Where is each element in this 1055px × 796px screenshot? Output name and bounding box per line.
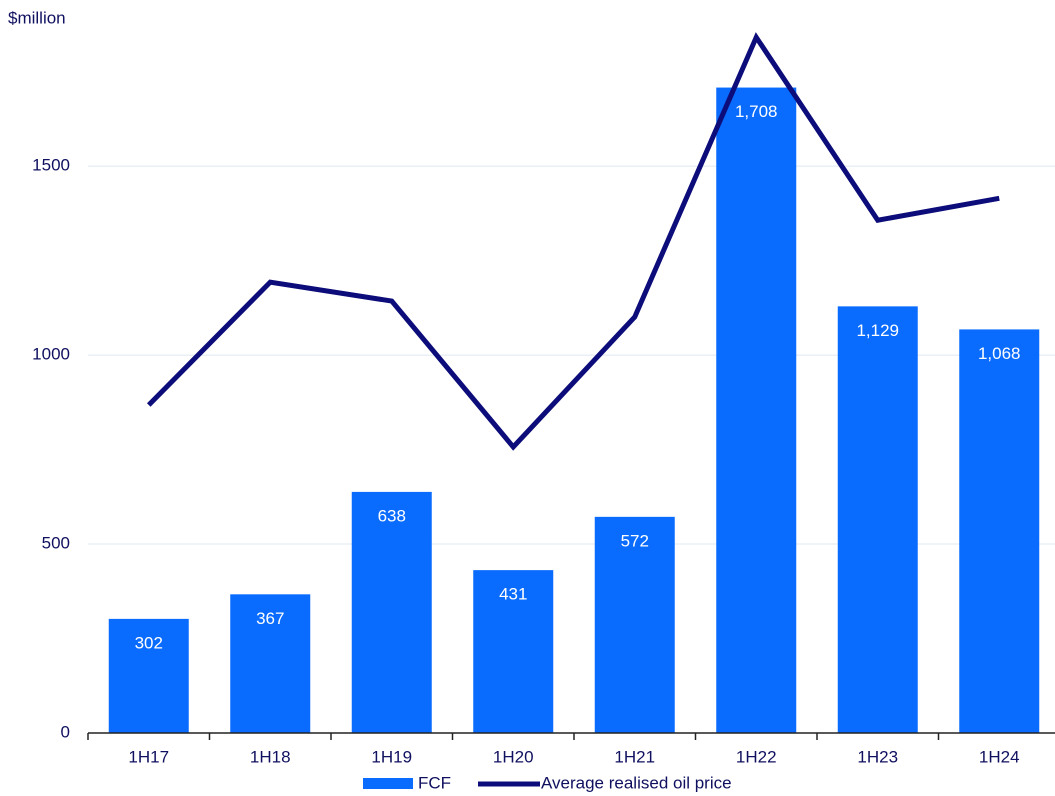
- x-tick-label: 1H20: [493, 747, 534, 766]
- value-label: 302: [135, 633, 163, 652]
- x-tick-label: 1H21: [614, 747, 655, 766]
- y-tick-label: 1500: [32, 156, 70, 175]
- y-tick-label: 1000: [32, 345, 70, 364]
- x-tick-label: 1H24: [979, 747, 1020, 766]
- bar: [959, 329, 1040, 733]
- value-label: 1,708: [735, 102, 778, 121]
- x-tick-label: 1H22: [736, 747, 777, 766]
- x-tick-label: 1H23: [857, 747, 898, 766]
- value-label: 431: [499, 585, 527, 604]
- value-label: 1,068: [978, 344, 1021, 363]
- bar: [594, 516, 675, 733]
- y-tick-label: 500: [42, 534, 70, 553]
- x-tick-label: 1H17: [128, 747, 169, 766]
- line: [146, 32, 1000, 451]
- value-label: 1,129: [856, 321, 899, 340]
- legend-swatch: [363, 778, 413, 789]
- bar: [108, 618, 189, 733]
- legend-label: Average realised oil price: [541, 773, 732, 792]
- bar: [230, 594, 311, 733]
- bar: [351, 491, 432, 733]
- value-label: 638: [378, 506, 406, 525]
- bar: [716, 87, 797, 733]
- y-tick-label: 0: [61, 722, 70, 741]
- y-axis-label: $million: [8, 8, 66, 27]
- value-label: 367: [256, 609, 284, 628]
- value-label: 572: [621, 531, 649, 550]
- x-tick-label: 1H19: [371, 747, 412, 766]
- legend-label: FCF: [418, 773, 451, 792]
- bar: [473, 570, 554, 733]
- bar: [837, 306, 918, 733]
- x-tick-label: 1H18: [250, 747, 291, 766]
